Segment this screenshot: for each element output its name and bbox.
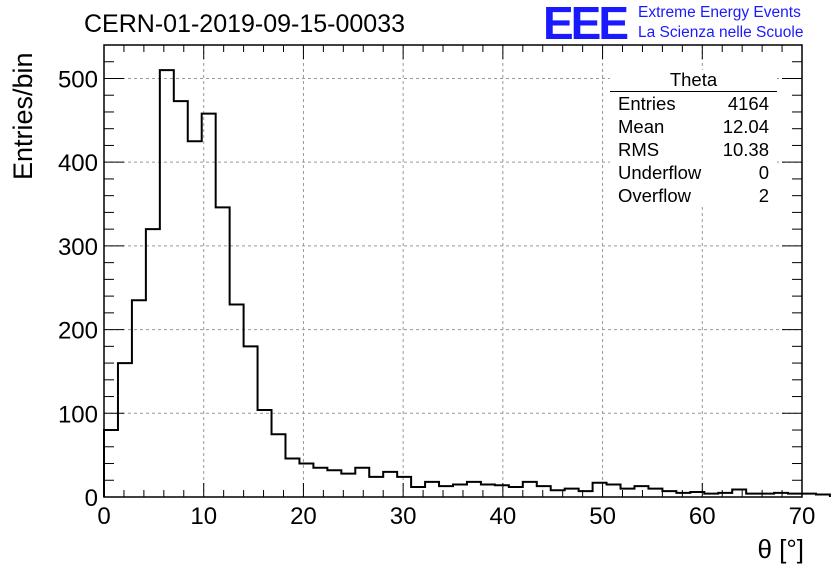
x-axis-label: θ [°] (757, 534, 804, 564)
chart-title: CERN-01-2019-09-15-00033 (84, 10, 406, 38)
logo-caption: Extreme Energy Events La Scienza nelle S… (638, 3, 803, 43)
y-tick-label: 0 (85, 485, 98, 512)
y-tick-label: 400 (58, 150, 98, 177)
stats-value: 0 (758, 162, 769, 183)
stats-label: Underflow (618, 162, 702, 183)
x-tick-label: 70 (789, 503, 816, 530)
logo-line-1: Extreme Energy Events (638, 4, 801, 21)
x-tick-label: 0 (97, 503, 110, 530)
y-tick-label: 500 (58, 66, 98, 93)
x-tick-label: 10 (190, 503, 217, 530)
eee-logo: EEE (543, 0, 629, 49)
stats-label: Entries (618, 93, 676, 114)
x-tick-label: 40 (490, 503, 517, 530)
plot-frame (103, 44, 803, 498)
stats-row: Mean 12.04 (610, 115, 777, 138)
y-tick-label: 200 (58, 318, 98, 345)
stats-label: Overflow (618, 185, 691, 206)
stats-row: RMS 10.38 (610, 138, 777, 161)
stats-label: RMS (618, 139, 660, 160)
stats-value: 2 (758, 185, 769, 206)
stats-box: Theta Entries 4164 Mean 12.04 RMS 10.38 Und… (610, 70, 777, 207)
stats-label: Mean (618, 116, 665, 137)
y-tick-label: 300 (58, 234, 98, 261)
stats-row: Overflow 2 (610, 184, 777, 207)
stats-row: Underflow 0 (610, 161, 777, 184)
stats-value: 4164 (727, 93, 769, 114)
stats-value: 12.04 (722, 116, 769, 137)
x-tick-label: 50 (589, 503, 616, 530)
x-tick-label: 60 (689, 503, 716, 530)
x-tick-label: 30 (390, 503, 417, 530)
stats-title: Theta (610, 70, 777, 92)
stats-row: Entries 4164 (610, 92, 777, 115)
y-tick-label: 100 (58, 401, 98, 428)
y-axis-label: Entries/bin (8, 52, 38, 180)
stats-value: 10.38 (722, 139, 769, 160)
x-tick-label: 20 (290, 503, 317, 530)
logo-line-2: La Scienza nelle Scuole (638, 24, 804, 41)
